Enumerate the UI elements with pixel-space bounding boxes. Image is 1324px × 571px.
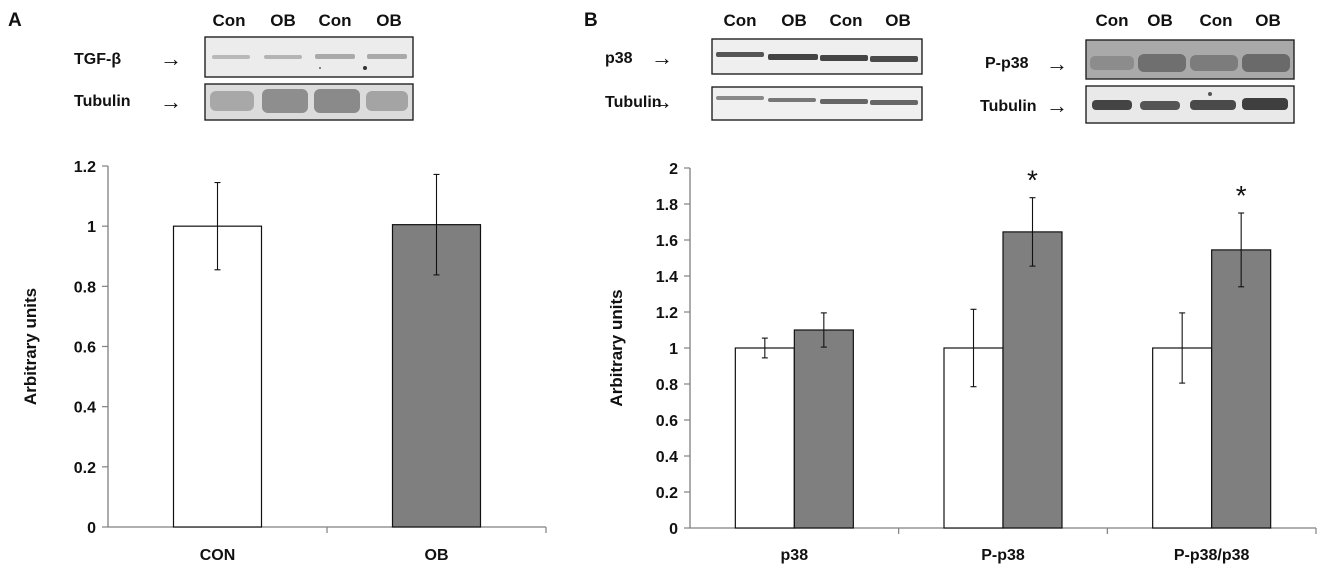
bar-ob (793, 329, 854, 529)
panel-b-blots-left: Con OB Con OB p38 → Tubulin → (605, 11, 923, 121)
y-tick-label: 1.8 (656, 197, 678, 214)
y-tick-label: 1.2 (74, 159, 96, 176)
x-category-label: p38 (781, 547, 809, 564)
panel-a-letter: A (8, 10, 22, 31)
lane-label: OB (1255, 11, 1281, 30)
blot-label-tubulin: Tubulin (74, 93, 131, 110)
y-tick-label: 0.6 (74, 340, 96, 357)
y-tick-label: 1 (669, 341, 678, 358)
bar-con (172, 225, 263, 528)
blot-label-tgf-beta: TGF-β (74, 51, 121, 68)
arrow-icon: → (1046, 93, 1068, 118)
y-tick-label: 0.6 (656, 413, 678, 430)
y-tick-label: 0 (87, 520, 96, 537)
x-category-label: P-p38 (981, 547, 1025, 564)
y-tick-label: 0.8 (656, 377, 678, 394)
blot-label-tubulin: Tubulin (605, 94, 662, 111)
blot-label-p38: p38 (605, 50, 633, 67)
blot-bands (716, 96, 918, 105)
y-tick-label: 1.2 (656, 305, 678, 322)
blot-bands (210, 89, 408, 113)
arrow-icon: → (651, 45, 673, 70)
lane-label: OB (270, 11, 296, 30)
lane-label: Con (212, 11, 245, 30)
blot-label-p-p38: P-p38 (985, 55, 1029, 72)
arrow-icon: → (651, 89, 673, 114)
significance-asterisk: * (1027, 165, 1038, 196)
arrow-icon: → (160, 89, 182, 114)
bar-ob (1211, 249, 1272, 529)
y-tick-label: 1.6 (656, 233, 678, 250)
lane-label: Con (318, 11, 351, 30)
y-tick-label: 0.4 (74, 400, 96, 417)
lane-label: OB (781, 11, 807, 30)
panel-b-blots-right: Con OB Con OB P-p38 → Tubulin → (980, 11, 1295, 124)
panel-b-letter: B (584, 10, 598, 31)
significance-asterisk: * (1236, 180, 1247, 211)
panel-a-blots: Con OB Con OB TGF-β → Tubulin → (74, 11, 414, 121)
lane-label: Con (723, 11, 756, 30)
y-tick-label: 0.8 (74, 279, 96, 296)
y-tick-label: 0.4 (656, 449, 678, 466)
lane-label: Con (1199, 11, 1232, 30)
x-category-label: OB (425, 547, 449, 564)
blot-bands (1090, 54, 1290, 72)
y-axis-label: Arbitrary units (21, 288, 40, 405)
lane-label: Con (1095, 11, 1128, 30)
blot-label-tubulin: Tubulin (980, 98, 1037, 115)
lane-label: OB (1147, 11, 1173, 30)
bar-ob (1002, 231, 1063, 529)
blot-tubulin-b-left (711, 86, 923, 121)
bar-con (734, 347, 795, 529)
blot-bands (212, 54, 407, 70)
y-tick-label: 0.2 (74, 460, 96, 477)
lane-label: Con (829, 11, 862, 30)
blot-bands (1092, 92, 1288, 110)
chart-panel-a: 0 0.2 0.4 0.6 0.8 1 1.2 CON OB Arbitrary units (21, 159, 547, 564)
chart-panel-b: 0 0.2 0.4 0.6 0.8 1 1.2 1.4 1.6 1.8 2 p38 P-p38 P-p38… (607, 161, 1317, 564)
y-tick-label: 1 (87, 219, 96, 236)
x-category-label: P-p38/p38 (1174, 547, 1250, 564)
x-category-label: CON (200, 547, 236, 564)
lane-label: OB (376, 11, 402, 30)
arrow-icon: → (160, 46, 182, 71)
y-tick-label: 1.4 (656, 269, 678, 286)
y-tick-label: 0 (669, 521, 678, 538)
y-tick-label: 2 (669, 161, 678, 178)
lane-label: OB (885, 11, 911, 30)
y-axis-label: Arbitrary units (607, 289, 626, 406)
y-tick-label: 0.2 (656, 485, 678, 502)
arrow-icon: → (1046, 51, 1068, 76)
blot-bands (716, 52, 918, 62)
